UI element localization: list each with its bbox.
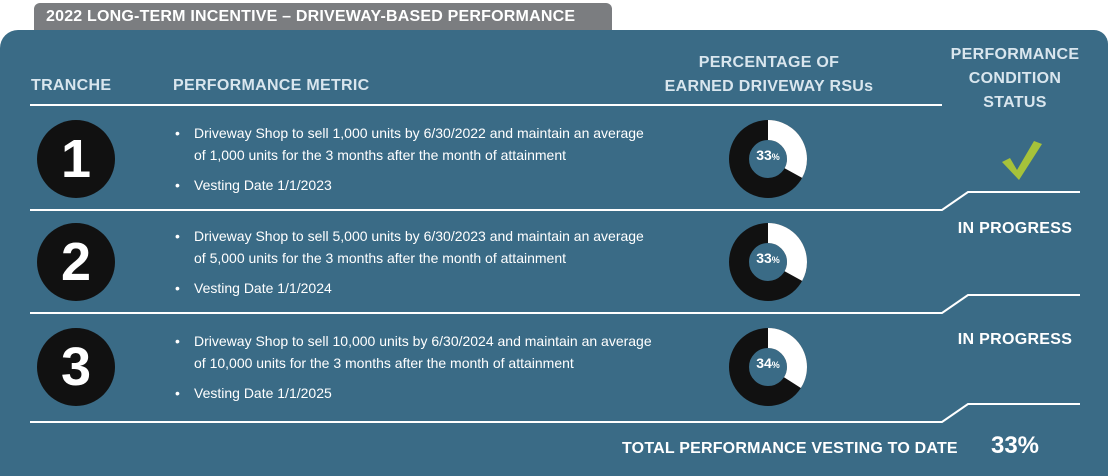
percent-donut-1: 33%	[729, 120, 807, 198]
tranche-number-3: 3	[37, 328, 115, 406]
tranche-number-1: 1	[37, 120, 115, 198]
tranche-row-1: 1 Driveway Shop to sell 1,000 units by 6…	[0, 110, 1108, 210]
metric-bullet: Driveway Shop to sell 1,000 units by 6/3…	[175, 122, 645, 166]
check-icon	[1002, 141, 1042, 180]
donut-chart	[729, 223, 807, 301]
percent-symbol: %	[771, 360, 780, 370]
tranche-row-2: 2 Driveway Shop to sell 5,000 units by 6…	[0, 213, 1108, 313]
header-condition-status: PERFORMANCE CONDITION STATUS	[950, 46, 1080, 111]
tranche-row-3: 3 Driveway Shop to sell 10,000 units by …	[0, 318, 1108, 418]
tranche-metric-1: Driveway Shop to sell 1,000 units by 6/3…	[175, 122, 645, 196]
status-in-progress-3: IN PROGRESS	[957, 331, 1073, 348]
tranche-number-2: 2	[37, 223, 115, 301]
divider-row-1	[30, 191, 1080, 211]
tranche-metric-2: Driveway Shop to sell 5,000 units by 6/3…	[175, 225, 645, 299]
percent-donut-2: 33%	[729, 223, 807, 301]
donut-label: 34%	[729, 355, 807, 371]
percent-donut-3: 34%	[729, 328, 807, 406]
percent-value: 33	[756, 250, 772, 266]
header-performance-metric: PERFORMANCE METRIC	[173, 77, 370, 94]
header-percentage-earned: PERCENTAGE OF EARNED DRIVEWAY RSUs	[664, 54, 874, 95]
performance-panel: TRANCHE PERFORMANCE METRIC PERCENTAGE OF…	[0, 30, 1108, 476]
title-tab: 2022 LONG-TERM INCENTIVE – DRIVEWAY-BASE…	[34, 3, 612, 33]
total-label: TOTAL PERFORMANCE VESTING TO DATE	[622, 440, 958, 457]
metric-bullet: Driveway Shop to sell 5,000 units by 6/3…	[175, 225, 645, 269]
total-value: 33%	[990, 432, 1040, 459]
donut-earned-arc	[729, 328, 807, 406]
percent-value: 34	[756, 355, 772, 371]
row-dividers	[30, 104, 1080, 423]
percent-symbol: %	[771, 152, 780, 162]
donut-label: 33%	[729, 147, 807, 163]
metric-bullet: Driveway Shop to sell 10,000 units by 6/…	[175, 330, 655, 374]
vesting-date: Vesting Date 1/1/2023	[175, 174, 645, 196]
percent-value: 33	[756, 147, 772, 163]
percent-symbol: %	[771, 255, 780, 265]
vesting-date: Vesting Date 1/1/2025	[175, 382, 655, 404]
donut-chart	[729, 120, 807, 198]
header-tranche: TRANCHE	[31, 77, 112, 94]
vesting-date: Vesting Date 1/1/2024	[175, 277, 645, 299]
status-in-progress-2: IN PROGRESS	[957, 220, 1073, 237]
tranche-metric-3: Driveway Shop to sell 10,000 units by 6/…	[175, 330, 655, 404]
page-title: 2022 LONG-TERM INCENTIVE – DRIVEWAY-BASE…	[46, 8, 576, 25]
donut-earned-arc	[729, 120, 807, 198]
donut-chart	[729, 328, 807, 406]
donut-earned-arc	[729, 223, 807, 301]
donut-label: 33%	[729, 250, 807, 266]
divider-row-2	[30, 294, 1080, 314]
divider-row-3	[30, 403, 1080, 423]
